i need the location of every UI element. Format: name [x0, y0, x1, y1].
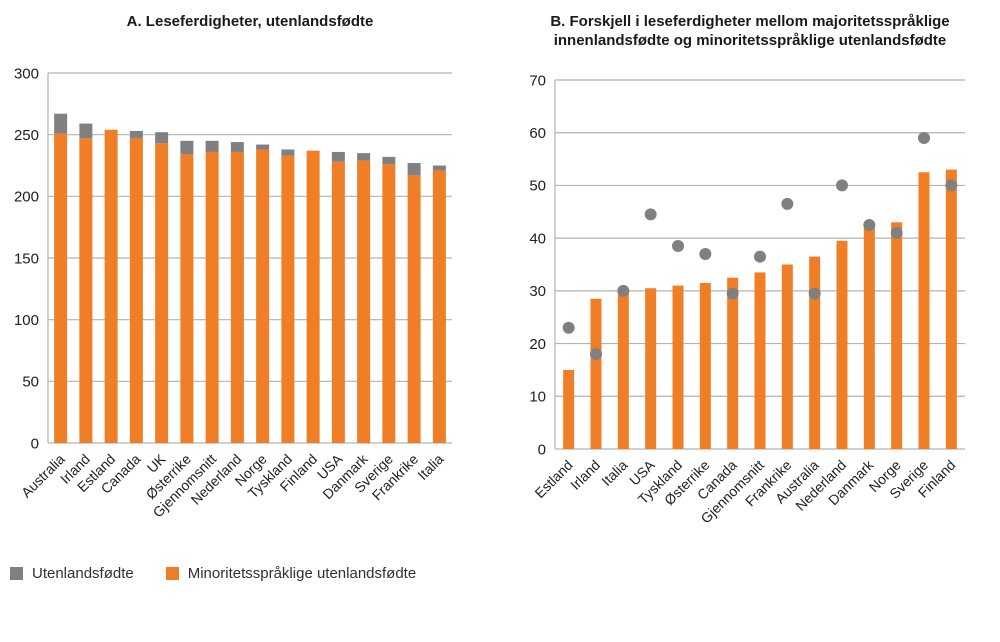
bar [79, 138, 93, 443]
legend-label-utenlandsfodte: Utenlandsfødte [32, 565, 134, 582]
bar [863, 227, 875, 449]
dot-marker [672, 240, 684, 253]
bar-cap [331, 151, 345, 162]
dot-marker [863, 218, 876, 231]
bar [180, 154, 194, 443]
bar [836, 240, 848, 449]
panel-a-title: A. Leseferdigheter, utenlandsfødte [126, 13, 374, 30]
bar [891, 222, 903, 449]
dot-marker [562, 321, 575, 334]
bar [230, 151, 244, 443]
y-tick-label: 40 [529, 230, 546, 247]
dot-marker [836, 179, 848, 192]
dot-marker [945, 179, 958, 192]
bar [781, 264, 793, 449]
bar [617, 293, 629, 449]
x-category-label: Italia [598, 457, 630, 489]
bar [256, 149, 270, 443]
dot-marker [808, 287, 821, 300]
bar [432, 170, 446, 443]
y-tick-label: 0 [538, 441, 546, 458]
bar-cap [205, 140, 219, 152]
minoritetsspraklige-swatch-square [165, 567, 179, 580]
bar-cap [129, 130, 143, 139]
bar [407, 175, 421, 443]
y-tick-label: 300 [14, 65, 39, 82]
bar [281, 155, 295, 443]
bar [672, 285, 684, 449]
bar-cap [357, 153, 371, 161]
panel-a-legend: Utenlandsfødte Minoritetsspråklige utenl… [10, 563, 416, 585]
bar-cap [79, 123, 93, 139]
bar-cap [256, 144, 270, 150]
bar [754, 272, 766, 449]
bar [809, 256, 821, 449]
bar-cap [382, 156, 396, 165]
dot-marker [754, 250, 766, 263]
bar [918, 172, 930, 449]
panel-b-title: B. Forskjell i leseferdigheter mellom ma… [550, 13, 950, 49]
legend-label-minoritetsspraklige: Minoritetsspråklige utenlandsfødte [187, 565, 417, 582]
y-tick-label: 50 [529, 178, 546, 195]
y-tick-label: 200 [14, 189, 39, 206]
bar [357, 160, 371, 444]
x-category-label: Italia [414, 451, 446, 483]
bar [727, 277, 739, 449]
bar [382, 164, 396, 443]
utenlandsfodte-swatch-square [10, 567, 23, 580]
bar-cap [155, 132, 169, 144]
dot-marker [918, 131, 930, 144]
y-tick-label: 100 [14, 312, 39, 329]
y-tick-label: 60 [529, 125, 546, 142]
bar-cap [407, 163, 421, 176]
bar-cap [180, 140, 194, 155]
y-tick-label: 0 [31, 435, 39, 452]
panel-a-plot: 050100150200250300AustraliaIrlandEstland… [14, 65, 452, 520]
bar [129, 138, 143, 443]
bar [104, 129, 118, 443]
bar-cap [230, 142, 244, 152]
panel-b: B. Forskjell i leseferdigheter mellom ma… [500, 0, 1000, 642]
dot-marker [590, 348, 602, 361]
dot-marker [890, 226, 903, 239]
x-category-label: Irland [567, 457, 603, 493]
y-tick-label: 30 [529, 283, 546, 300]
bar-cap [54, 113, 68, 134]
panel-a: A. Leseferdigheter, utenlandsfødte 0 50 10… [10, 13, 452, 585]
bar [563, 369, 575, 449]
y-tick-label: 150 [14, 250, 39, 267]
bar [590, 298, 602, 449]
y-tick-label: 50 [22, 374, 39, 391]
bar [54, 133, 68, 443]
bar-cap [281, 149, 295, 156]
bar [205, 151, 219, 443]
bar [155, 143, 169, 444]
y-tick-label: 10 [529, 389, 546, 406]
y-tick-label: 250 [14, 127, 39, 144]
dot-marker [699, 247, 712, 260]
bar [306, 150, 320, 443]
bar [331, 161, 345, 444]
legend-item-minoritetsspraklige: Minoritetsspråklige utenlandsfødte [165, 563, 417, 585]
legend-item-utenlandsfodte: Utenlandsfødte [10, 563, 134, 585]
bar [699, 282, 711, 449]
bar [645, 288, 657, 449]
y-tick-label: 20 [529, 336, 546, 353]
dot-marker [726, 287, 739, 300]
dot-marker [617, 284, 630, 297]
dot-marker [644, 208, 657, 221]
panel-b-plot: 010203040506070EstlandIrlandItaliaUSATys… [529, 72, 965, 526]
bar-cap [432, 165, 446, 171]
y-tick-label: 70 [529, 72, 546, 89]
dot-marker [781, 197, 794, 210]
bar [945, 169, 957, 449]
